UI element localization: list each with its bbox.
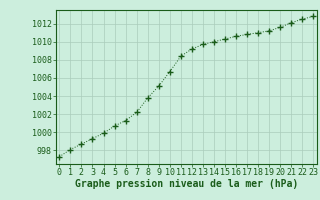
X-axis label: Graphe pression niveau de la mer (hPa): Graphe pression niveau de la mer (hPa) (75, 179, 298, 189)
